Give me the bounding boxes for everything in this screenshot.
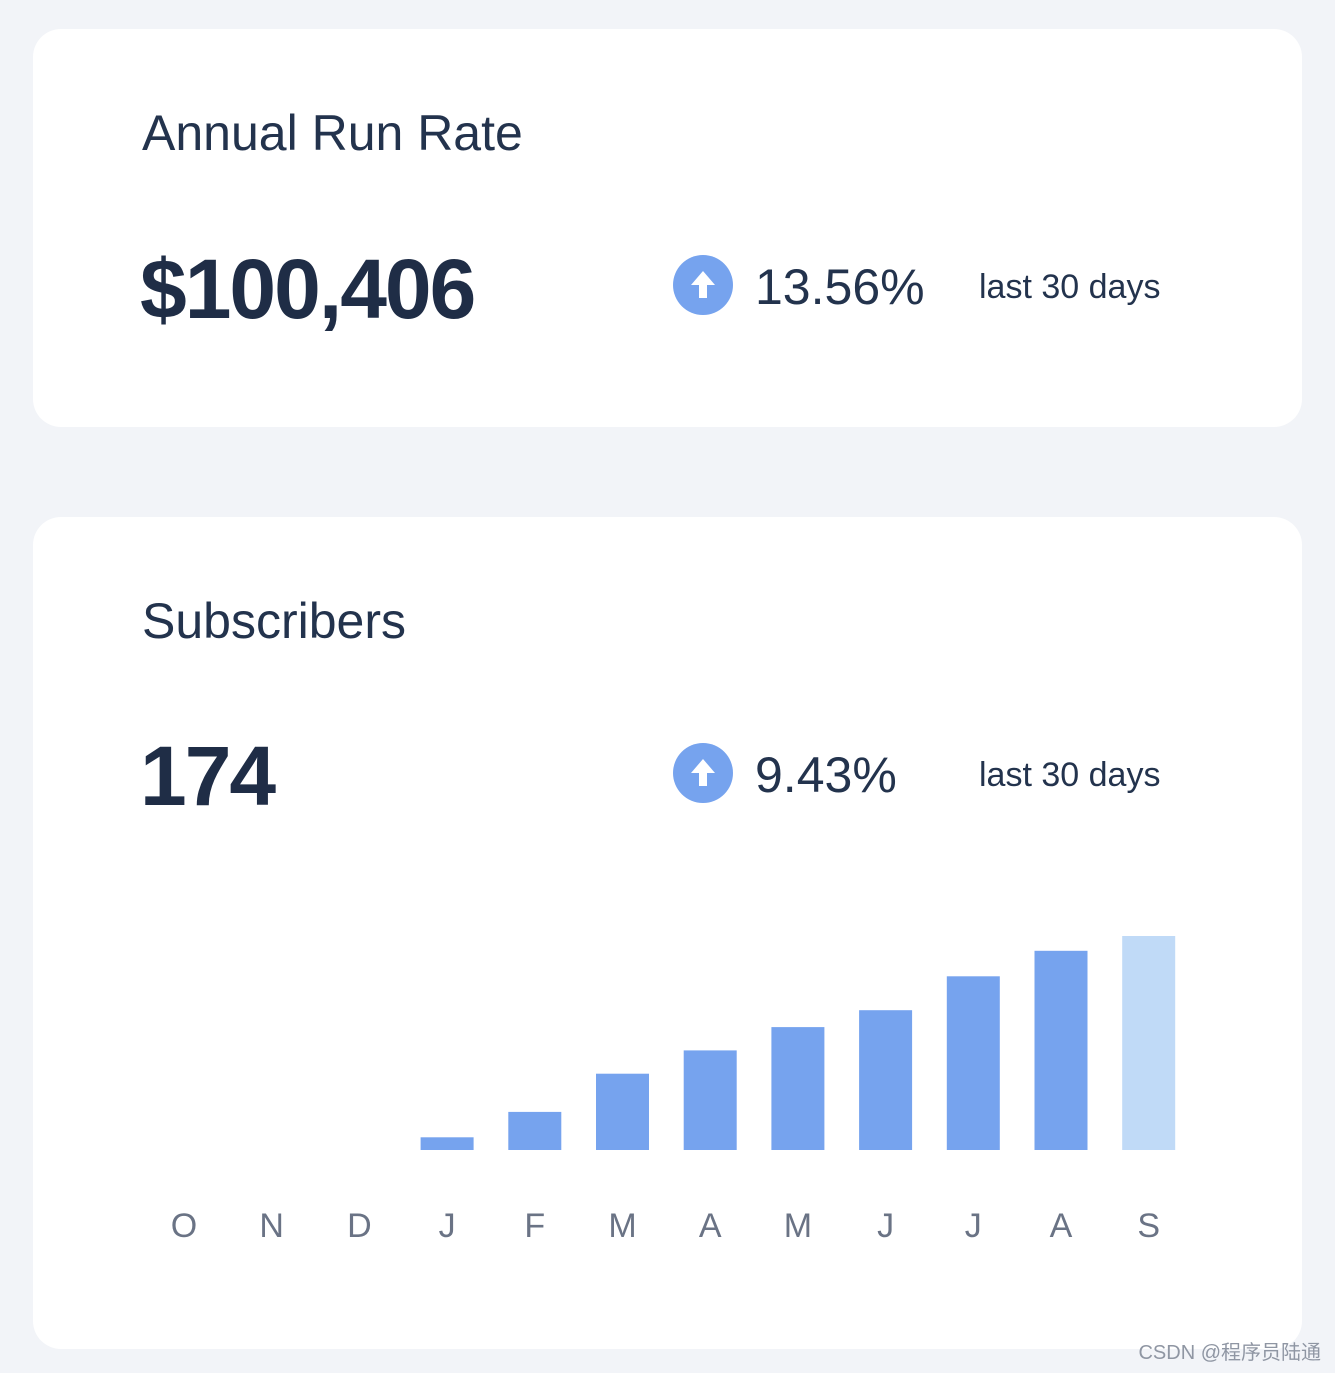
x-tick-label: J xyxy=(439,1207,456,1245)
x-tick-label: A xyxy=(1050,1207,1073,1245)
x-tick-label: O xyxy=(171,1207,197,1245)
metric-value: 174 xyxy=(140,729,276,823)
x-tick-label: N xyxy=(259,1207,284,1245)
period-label: last 30 days xyxy=(979,268,1161,306)
change-percent: 13.56% xyxy=(755,259,925,315)
x-tick-label: M xyxy=(784,1207,812,1245)
arrow-up-circle-icon xyxy=(673,743,733,803)
bar-7 xyxy=(771,1027,825,1150)
bar-11 xyxy=(1122,936,1176,1150)
x-tick-label: S xyxy=(1137,1207,1160,1245)
metric-value: $100,406 xyxy=(140,242,476,336)
bar-3 xyxy=(420,1137,474,1150)
period-label: last 30 days xyxy=(979,756,1161,794)
bar-5 xyxy=(596,1073,649,1150)
watermark: CSDN @程序员陆通 xyxy=(1138,1342,1321,1364)
x-tick-label: J xyxy=(877,1207,894,1245)
annual-run-rate-card: Annual Run Rate $100,406 13.56% last 30 … xyxy=(33,29,1302,427)
card-title: Annual Run Rate xyxy=(142,105,523,161)
x-tick-label: J xyxy=(965,1207,982,1245)
bar-9 xyxy=(946,976,1000,1150)
bar-8 xyxy=(859,1010,913,1150)
bar-10 xyxy=(1034,950,1088,1150)
bar-6 xyxy=(683,1050,737,1150)
x-tick-label: A xyxy=(699,1207,722,1245)
change-percent: 9.43% xyxy=(755,747,897,803)
x-tick-label: D xyxy=(347,1207,372,1245)
bar-4 xyxy=(508,1111,562,1150)
x-tick-label: M xyxy=(608,1207,636,1245)
x-tick-label: F xyxy=(524,1207,545,1245)
card-title: Subscribers xyxy=(142,593,406,649)
arrow-up-circle-icon xyxy=(673,255,733,315)
subscribers-card: Subscribers 174 9.43% last 30 days O N D J F… xyxy=(33,517,1302,1349)
